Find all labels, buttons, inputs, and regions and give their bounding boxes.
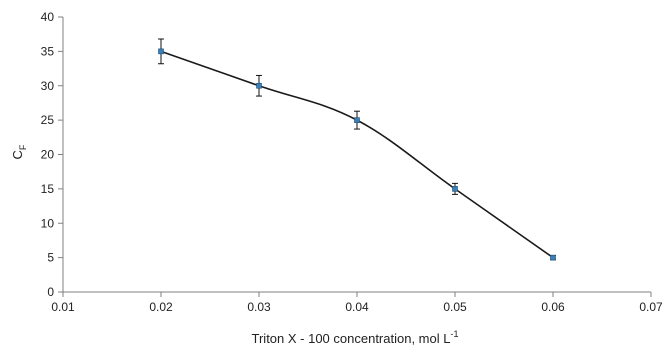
y-tick-label: 15 — [41, 182, 55, 196]
data-point — [257, 83, 262, 88]
x-axis-title: Triton X - 100 concentration, mol L-1 — [252, 329, 459, 346]
x-tick-label: 0.07 — [639, 300, 663, 314]
data-point — [159, 49, 164, 54]
x-tick-label: 0.02 — [149, 300, 173, 314]
x-axis-title-main: Triton X - 100 concentration, mol L — [252, 331, 451, 346]
x-tick-label: 0.06 — [541, 300, 565, 314]
y-tick-label: 40 — [41, 10, 55, 24]
y-tick-label: 35 — [41, 44, 55, 58]
y-axis-title-main: C — [10, 150, 25, 159]
series — [158, 39, 556, 260]
series-line — [161, 51, 553, 257]
y-tick-label: 30 — [41, 79, 55, 93]
data-point — [355, 118, 360, 123]
y-axis-title-subscript: F — [18, 144, 28, 150]
data-point — [551, 255, 556, 260]
y-tick-label: 20 — [41, 148, 55, 162]
y-tick-label: 10 — [41, 216, 55, 230]
y-ticks: 0 5 10 15 20 25 30 35 40 — [41, 10, 63, 299]
x-tick-label: 0.05 — [443, 300, 467, 314]
x-tick-label: 0.03 — [247, 300, 271, 314]
x-axis-title-superscript: -1 — [450, 329, 458, 339]
y-tick-label: 25 — [41, 113, 55, 127]
y-axis-title: CF — [10, 144, 28, 159]
x-tick-label: 0.04 — [345, 300, 369, 314]
axes — [63, 17, 651, 292]
x-tick-label: 0.01 — [51, 300, 75, 314]
x-ticks: 0.01 0.02 0.03 0.04 0.05 0.06 0.07 — [51, 292, 663, 314]
data-point — [453, 186, 458, 191]
y-tick-label: 5 — [47, 251, 54, 265]
y-tick-label: 0 — [47, 285, 54, 299]
